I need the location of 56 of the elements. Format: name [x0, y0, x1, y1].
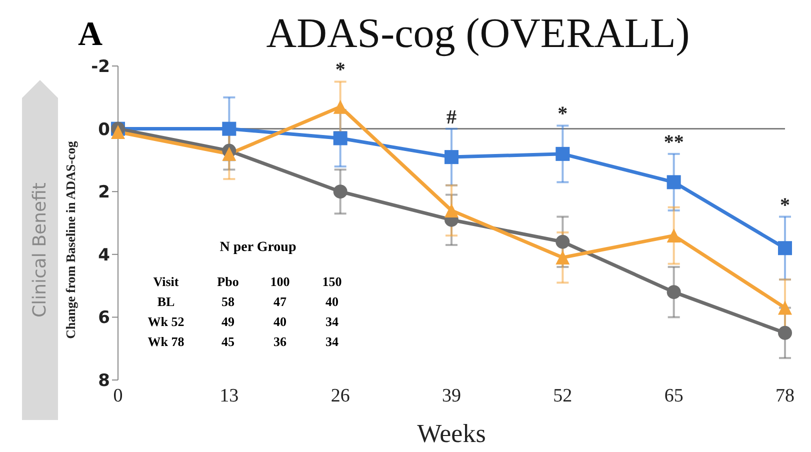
annotation: 40	[272, 313, 288, 331]
point	[666, 228, 681, 243]
annotation: *	[558, 103, 568, 126]
y-axis-title: Change from Baseline in ADAS-cog	[63, 141, 79, 339]
chart-title: ADAS-cog (OVERALL)	[265, 10, 691, 58]
x-axis-title: Weeks	[417, 419, 486, 448]
y-tick-label: 2	[98, 182, 110, 203]
annotation: *	[335, 59, 346, 82]
point	[778, 241, 792, 256]
annotation: 34	[324, 313, 340, 331]
annotation: 150	[321, 273, 343, 291]
annotation: Pbo	[216, 273, 240, 291]
annotation: *	[780, 194, 790, 216]
point	[556, 234, 570, 249]
x-tick-label: 13	[220, 385, 239, 406]
point	[666, 285, 681, 300]
point	[444, 150, 458, 164]
point	[556, 146, 570, 161]
annotation: 45	[220, 333, 236, 351]
y-tick-label: 4	[98, 245, 110, 266]
point	[333, 184, 348, 199]
x-tick-label: 65	[664, 385, 684, 406]
annotation: 40	[324, 293, 340, 311]
point	[333, 131, 348, 146]
annotation: **	[664, 131, 684, 154]
annotation: Wk 52	[146, 313, 186, 331]
point	[111, 124, 125, 139]
annotation: Wk 78	[146, 333, 186, 351]
point	[444, 203, 458, 218]
text: A	[78, 16, 103, 54]
point	[556, 250, 570, 265]
point	[778, 300, 792, 315]
annotation: 58	[220, 293, 236, 311]
point	[666, 175, 681, 190]
y-tick-label: -2	[91, 57, 110, 78]
annotation: 36	[272, 333, 288, 351]
annotation: #	[446, 106, 456, 128]
y-tick-label: 6	[98, 308, 110, 328]
annotation: 100	[269, 273, 291, 291]
annotation: N per Group	[218, 240, 298, 256]
point	[778, 326, 792, 340]
annotation: 47	[272, 293, 288, 311]
text: Clinical Benefit	[30, 182, 50, 318]
point	[222, 146, 236, 161]
y-tick-label: 0	[98, 120, 110, 140]
x-tick-label: 52	[553, 385, 572, 406]
annotation: Visit	[152, 273, 180, 291]
x-tick-label: 39	[442, 385, 461, 406]
annotation: BL	[156, 293, 176, 311]
point	[222, 122, 236, 136]
y-tick-label: 8	[98, 371, 110, 392]
point	[333, 100, 348, 114]
x-tick-label: 78	[776, 385, 794, 406]
x-tick-label: 26	[330, 385, 350, 406]
annotation: 34	[324, 333, 340, 351]
annotation: 49	[220, 313, 236, 331]
